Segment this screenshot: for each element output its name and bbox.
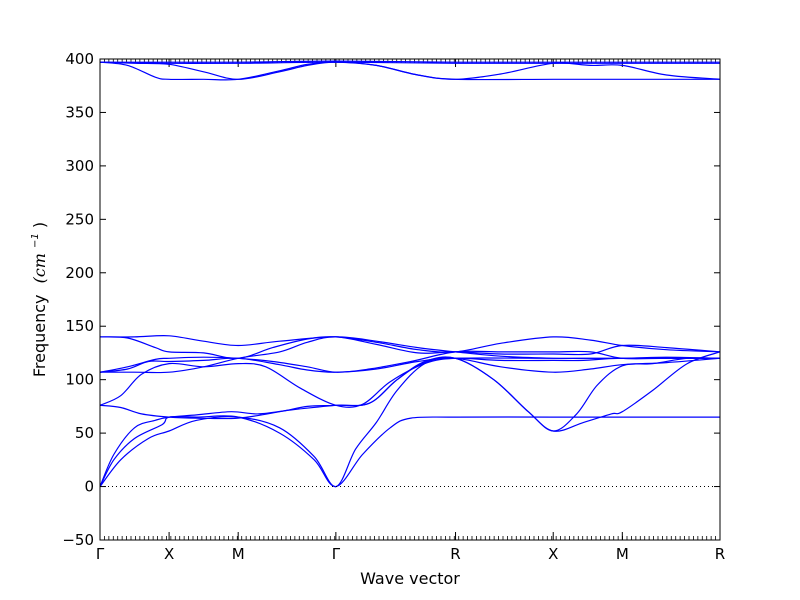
- series-lines: [100, 60, 720, 488]
- phonon-branch-4: [100, 357, 720, 420]
- phonon-branch-14: [100, 60, 720, 63]
- x-tick-label: M: [232, 545, 245, 563]
- phonon-branch-8: [100, 350, 720, 373]
- y-axis-title-unit-exponent: −1: [30, 233, 41, 248]
- y-tick-label: 250: [65, 210, 94, 228]
- x-tick-label: X: [548, 545, 558, 563]
- y-tick-label: 50: [75, 424, 94, 442]
- y-axis-title-unit-close: ): [30, 222, 49, 228]
- x-tick-label: M: [616, 545, 629, 563]
- x-tick-label: Γ: [96, 545, 105, 563]
- x-tick-label: R: [715, 545, 725, 563]
- phonon-branch-1: [100, 415, 720, 488]
- phonon-branch-7: [100, 336, 720, 374]
- y-tick-label: 350: [65, 103, 94, 121]
- y-axis-title-unit: (cm: [30, 253, 49, 283]
- y-tick-label: 150: [65, 317, 94, 335]
- y-tick-label: 400: [65, 50, 94, 68]
- phonon-branch-2: [100, 351, 720, 488]
- x-tick-label: Γ: [332, 545, 341, 563]
- y-tick-label: −50: [62, 531, 94, 549]
- y-tick-label: 0: [84, 478, 94, 496]
- phonon-branch-10: [100, 335, 720, 360]
- plot-frame: [99, 58, 721, 541]
- plot-area: [99, 58, 721, 541]
- phonon-branch-11: [100, 61, 720, 80]
- phonon-branch-13: [100, 61, 720, 65]
- x-tick-label: R: [450, 545, 460, 563]
- phonon-branch-12: [100, 61, 720, 81]
- phonon-branch-5: [100, 357, 720, 408]
- x-tick-label: X: [164, 545, 174, 563]
- y-tick-label: 100: [65, 371, 94, 389]
- y-tick-label: 300: [65, 157, 94, 175]
- y-axis-title-main: Frequency: [30, 295, 49, 378]
- tick-marks: [99, 58, 721, 541]
- phonon-branch-9: [100, 336, 720, 359]
- y-tick-label: 200: [65, 264, 94, 282]
- y-tick-labels: −50 0 50 100 150 200 250 300 350 400: [62, 50, 94, 549]
- x-axis-title: Wave vector: [360, 569, 460, 588]
- y-axis-title: Frequency (cm −1 ): [23, 222, 49, 377]
